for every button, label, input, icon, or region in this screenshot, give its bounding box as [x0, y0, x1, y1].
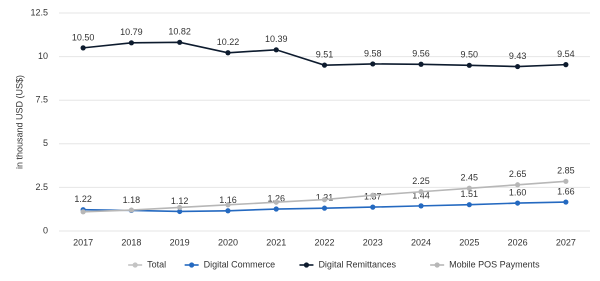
data-point: [321, 62, 328, 68]
x-tick-label: 2020: [218, 237, 238, 247]
legend-label[interactable]: Mobile POS Payments: [449, 259, 540, 269]
x-tick-label: 2025: [459, 237, 479, 247]
data-label: 1.22: [74, 194, 92, 204]
data-label: 1.26: [267, 193, 285, 203]
data-point: [128, 40, 135, 46]
data-point: [321, 197, 328, 203]
legend-label[interactable]: Total: [147, 259, 166, 269]
data-label: 1.51: [461, 189, 479, 199]
legend-swatch: [303, 262, 310, 268]
y-tick-label: 2.5: [35, 182, 48, 192]
legend-swatch: [434, 262, 440, 268]
x-tick-label: 2018: [121, 237, 141, 247]
legend-swatch: [132, 262, 138, 268]
data-label: 9.56: [412, 49, 430, 59]
y-tick-label: 12.5: [30, 7, 48, 17]
data-point: [514, 63, 521, 70]
data-point: [370, 61, 376, 67]
data-point: [514, 182, 521, 188]
data-label: 9.43: [509, 51, 527, 61]
legend-label[interactable]: Digital Commerce: [204, 259, 276, 269]
data-point: [466, 202, 472, 208]
data-point: [225, 50, 231, 56]
data-point: [563, 178, 569, 184]
data-label: 2.25: [412, 176, 430, 186]
data-point: [273, 199, 279, 205]
data-point: [225, 202, 231, 208]
y-tick-label: 0: [43, 225, 48, 235]
legend-swatch: [189, 262, 195, 268]
data-point: [418, 189, 424, 195]
x-tick-label: 2017: [73, 237, 93, 247]
data-label: 1.60: [509, 187, 527, 197]
data-point: [418, 203, 424, 209]
x-tick-label: 2027: [556, 237, 576, 247]
data-point: [321, 205, 328, 211]
data-point: [563, 62, 569, 68]
data-point: [177, 208, 183, 215]
y-tick-label: 10: [38, 51, 48, 61]
data-point: [273, 206, 279, 212]
data-label: 2.45: [461, 173, 479, 183]
x-tick-label: 2024: [411, 237, 431, 247]
data-point: [80, 209, 86, 215]
data-label: 1.44: [412, 190, 430, 200]
data-label: 1.66: [557, 186, 575, 196]
data-label: 9.51: [316, 50, 334, 60]
data-label: 1.12: [171, 196, 189, 206]
data-point: [514, 200, 521, 206]
data-point: [177, 204, 183, 211]
data-point: [370, 204, 376, 210]
legend-label[interactable]: Digital Remittances: [318, 259, 396, 269]
x-tick-label: 2023: [363, 237, 383, 247]
data-label: 2.65: [509, 169, 527, 179]
data-point: [128, 207, 135, 213]
data-label: 1.16: [219, 195, 237, 205]
data-label: 1.18: [123, 195, 141, 205]
x-tick-label: 2019: [170, 237, 190, 247]
data-point: [418, 61, 424, 67]
data-label: 9.58: [364, 48, 382, 58]
x-tick-label: 2026: [508, 237, 528, 247]
data-point: [466, 185, 472, 191]
data-label: 9.54: [557, 49, 575, 59]
x-tick-label: 2022: [314, 237, 334, 247]
y-tick-label: 5: [43, 138, 48, 148]
data-label: 10.39: [265, 34, 288, 44]
data-point: [225, 208, 231, 214]
x-tick-label: 2021: [266, 237, 286, 247]
data-point: [273, 47, 279, 53]
data-label: 10.22: [217, 37, 240, 47]
data-point: [177, 39, 183, 45]
y-axis-label: in thousand USD (US$): [14, 75, 24, 169]
data-point: [370, 192, 376, 198]
data-label: 10.79: [120, 27, 143, 37]
data-point: [466, 62, 472, 68]
data-label: 2.85: [557, 166, 575, 176]
data-point: [80, 45, 86, 51]
data-point: [563, 199, 569, 205]
y-tick-label: 7.5: [35, 95, 48, 105]
data-label: 9.50: [461, 50, 479, 60]
data-label: 10.82: [168, 27, 191, 37]
data-label: 10.50: [72, 32, 95, 42]
